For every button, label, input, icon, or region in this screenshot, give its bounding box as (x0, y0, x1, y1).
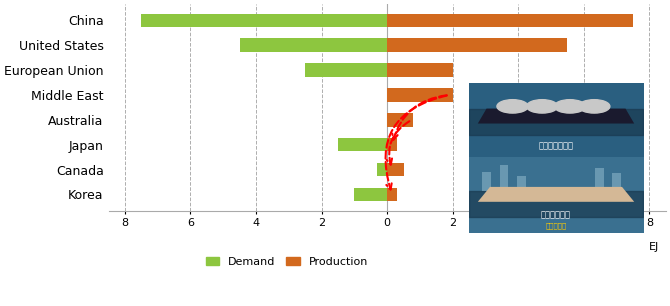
Legend: Demand, Production: Demand, Production (201, 252, 373, 271)
Bar (387, 138, 397, 151)
Circle shape (579, 100, 610, 113)
Text: EJ: EJ (649, 241, 659, 252)
Bar (141, 13, 387, 27)
Text: 例：川崎重工業: 例：川崎重工業 (539, 141, 574, 150)
Bar (482, 172, 491, 191)
Bar (595, 168, 604, 191)
Circle shape (554, 100, 586, 113)
Bar (517, 176, 525, 191)
Bar (240, 38, 387, 52)
Text: 例：韓国船級: 例：韓国船級 (541, 211, 571, 220)
Bar (387, 63, 453, 77)
Text: 에너지신문: 에너지신문 (545, 222, 567, 229)
Bar (387, 13, 633, 27)
Polygon shape (478, 187, 634, 202)
Polygon shape (478, 109, 634, 124)
Bar (338, 138, 387, 151)
Circle shape (497, 100, 528, 113)
Bar (500, 165, 509, 191)
Bar (387, 38, 567, 52)
Bar (387, 88, 453, 102)
Circle shape (527, 100, 557, 113)
Bar (306, 63, 387, 77)
Bar (612, 174, 621, 191)
Bar (354, 188, 387, 201)
Bar (387, 163, 403, 176)
Bar (377, 163, 387, 176)
Bar (387, 113, 413, 127)
Bar (387, 188, 397, 201)
